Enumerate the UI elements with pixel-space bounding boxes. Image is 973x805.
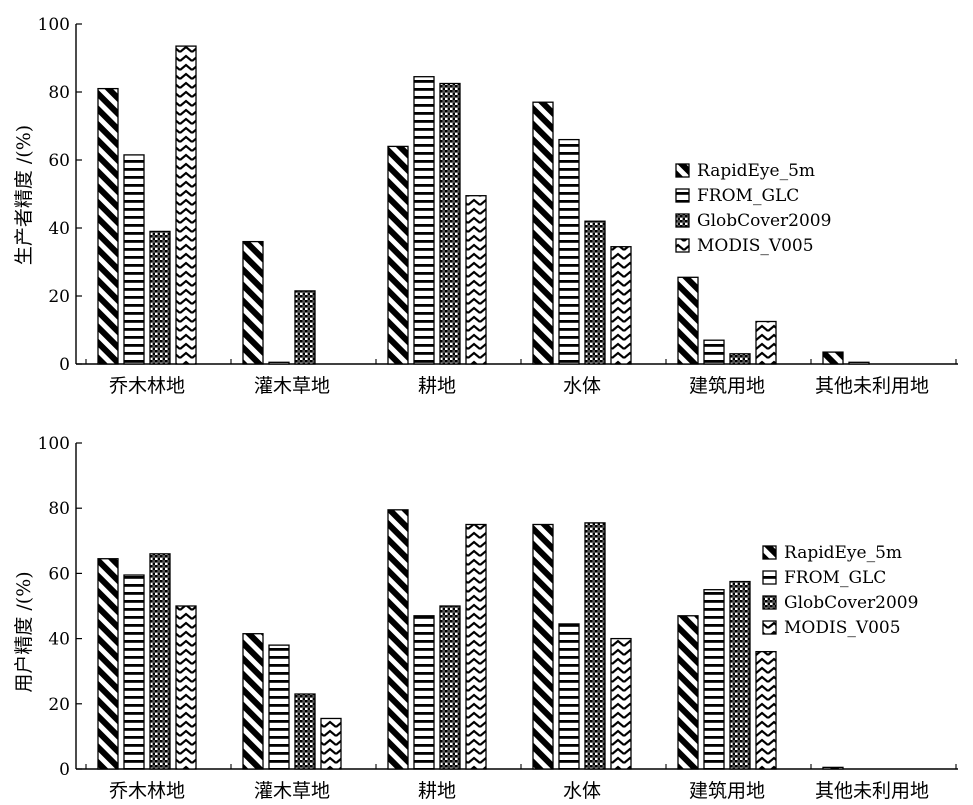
bar-modis-v005: [175, 45, 197, 365]
legend-label: RapidEye_5m: [697, 161, 815, 181]
bars: [97, 45, 870, 365]
bar-rapideye-5m: [822, 766, 844, 770]
bar-modis-v005: [755, 650, 777, 770]
bar-rapideye-5m: [242, 240, 264, 365]
x-category-label: 其他未利用地: [815, 375, 929, 397]
bar-rapideye-5m: [97, 87, 119, 365]
legend-swatch: [762, 620, 777, 635]
legend: RapidEye_5m FROM_GLC GlobCover2009 MODIS…: [675, 161, 831, 256]
bar-rapideye-5m: [822, 351, 844, 365]
x-category-label: 乔木林地: [109, 375, 185, 397]
bar-globcover2009: [149, 553, 171, 770]
y-tick-label: 40: [48, 219, 70, 239]
user-accuracy-panel: 0 20 40 60 80 100 用户精度 /(%) 乔木林地 灌木草地 耕地 水体 建筑用地 其…: [13, 434, 958, 802]
bar-globcover2009: [294, 290, 316, 365]
bar-modis-v005: [465, 195, 487, 365]
category-labels: 乔木林地 灌木草地 耕地 水体 建筑用地 其他未利用地: [109, 780, 929, 802]
bar-rapideye-5m: [677, 276, 699, 365]
x-category-label: 其他未利用地: [815, 780, 929, 802]
bar-rapideye-5m: [242, 633, 264, 770]
legend: RapidEye_5m FROM_GLC GlobCover2009 MODIS…: [762, 543, 918, 638]
y-axis-label: 生产者精度 /(%): [13, 125, 35, 265]
x-category-label: 耕地: [418, 780, 456, 802]
y-tick-label: 100: [38, 434, 70, 454]
y-axis: 0 20 40 60 80 100: [38, 434, 958, 780]
bar-modis-v005: [755, 320, 777, 365]
legend-label: MODIS_V005: [697, 236, 814, 256]
bar-rapideye-5m: [532, 523, 554, 770]
y-tick-label: 20: [48, 287, 70, 307]
bar-from-glc: [123, 154, 145, 365]
legend-swatch: [675, 238, 690, 253]
y-tick-label: 80: [48, 83, 70, 103]
legend-swatch: [675, 188, 690, 203]
x-category-label: 水体: [563, 375, 601, 397]
bar-from-glc: [268, 644, 290, 770]
bar-rapideye-5m: [532, 101, 554, 365]
bar-modis-v005: [175, 605, 197, 770]
bars: [97, 509, 844, 770]
bar-from-glc: [703, 339, 725, 365]
x-category-label: 建筑用地: [689, 375, 765, 397]
bar-from-glc: [413, 615, 435, 770]
y-tick-label: 40: [48, 630, 70, 650]
legend-label: FROM_GLC: [697, 186, 799, 206]
bar-from-glc: [123, 574, 145, 770]
y-tick-label: 60: [48, 151, 70, 171]
bar-from-glc: [558, 138, 580, 365]
bar-from-glc: [413, 76, 435, 365]
x-category-label: 灌木草地: [254, 375, 330, 397]
bar-rapideye-5m: [97, 558, 119, 770]
x-category-label: 建筑用地: [689, 780, 765, 802]
legend-swatch: [675, 213, 690, 228]
legend-swatch: [762, 595, 777, 610]
producer-accuracy-panel: 0 20 40 60 80 100 生产者精度 /(%) 乔木林地 灌木草地 耕地 水体 建筑用地…: [13, 15, 958, 397]
bar-from-glc: [848, 361, 870, 365]
y-tick-label: 20: [48, 695, 70, 715]
x-category-label: 耕地: [418, 375, 456, 397]
legend-label: GlobCover2009: [697, 211, 831, 231]
bar-modis-v005: [465, 523, 487, 770]
bar-globcover2009: [584, 522, 606, 770]
bar-globcover2009: [439, 605, 461, 770]
y-tick-label: 80: [48, 499, 70, 519]
x-category-label: 水体: [563, 780, 601, 802]
y-tick-label: 60: [48, 564, 70, 584]
bar-globcover2009: [584, 220, 606, 365]
legend-label: FROM_GLC: [784, 568, 886, 588]
bar-globcover2009: [729, 580, 751, 770]
x-category-label: 灌木草地: [254, 780, 330, 802]
legend-swatch: [762, 545, 777, 560]
y-axis-label: 用户精度 /(%): [13, 571, 35, 692]
y-axis: 0 20 40 60 80 100: [38, 15, 958, 375]
legend-label: GlobCover2009: [784, 593, 918, 613]
bar-globcover2009: [294, 693, 316, 770]
bar-from-glc: [268, 361, 290, 365]
bar-globcover2009: [729, 353, 751, 365]
x-category-label: 乔木林地: [109, 780, 185, 802]
legend-label: MODIS_V005: [784, 618, 901, 638]
bar-from-glc: [558, 623, 580, 770]
bar-modis-v005: [320, 717, 342, 770]
legend-swatch: [675, 163, 690, 178]
y-tick-label: 100: [38, 15, 70, 35]
y-tick-label: 0: [59, 355, 70, 375]
legend-label: RapidEye_5m: [784, 543, 902, 563]
bar-modis-v005: [610, 246, 632, 365]
bar-globcover2009: [149, 230, 171, 365]
bar-from-glc: [703, 589, 725, 770]
bar-modis-v005: [610, 637, 632, 770]
category-labels: 乔木林地 灌木草地 耕地 水体 建筑用地 其他未利用地: [109, 375, 929, 397]
bar-rapideye-5m: [387, 145, 409, 365]
legend-swatch: [762, 570, 777, 585]
bar-rapideye-5m: [677, 615, 699, 770]
bar-globcover2009: [439, 82, 461, 365]
y-tick-label: 0: [59, 760, 70, 780]
bar-rapideye-5m: [387, 509, 409, 770]
